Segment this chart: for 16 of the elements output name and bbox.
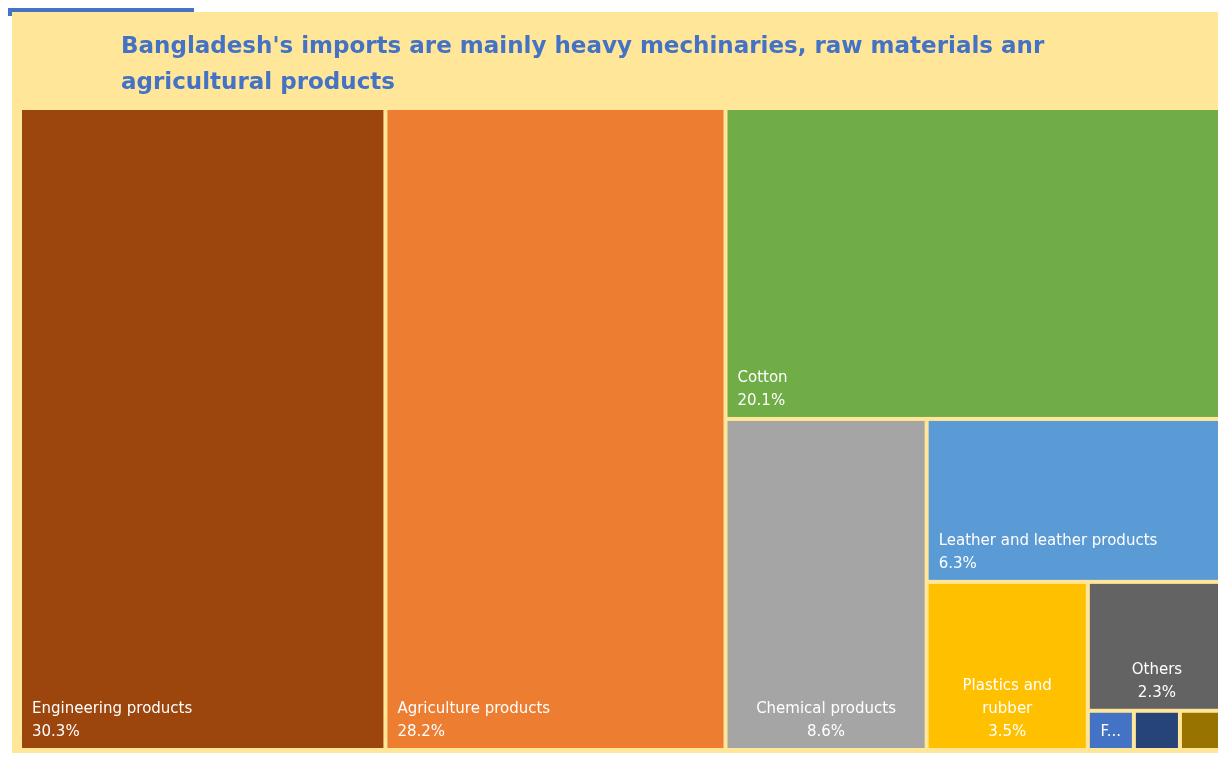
category-label: Plastics and rubber — [962, 676, 1052, 717]
category-label: Agriculture products — [397, 699, 551, 717]
category-label: F... — [1100, 722, 1122, 740]
text: Bangladesh's imports are mainly heavy mechinaries, raw materials anr agricultural products — [121, 32, 1045, 94]
data-label: 6.3% — [938, 553, 977, 572]
category-label: Others — [1131, 659, 1183, 678]
data-label: 20.1% — [737, 390, 786, 409]
category-label: Leather and leather products — [938, 530, 1158, 549]
data-label: 28.2% — [397, 722, 446, 740]
data-label: 30.3% — [32, 722, 80, 740]
category-label: Cotton — [737, 367, 788, 386]
category-label: Engineering products — [32, 699, 193, 717]
data-label: 3.5% — [988, 722, 1027, 740]
category-label: Chemical products — [756, 699, 897, 717]
data-label: 2.3% — [1137, 682, 1176, 701]
data-label: 8.6% — [807, 722, 846, 740]
